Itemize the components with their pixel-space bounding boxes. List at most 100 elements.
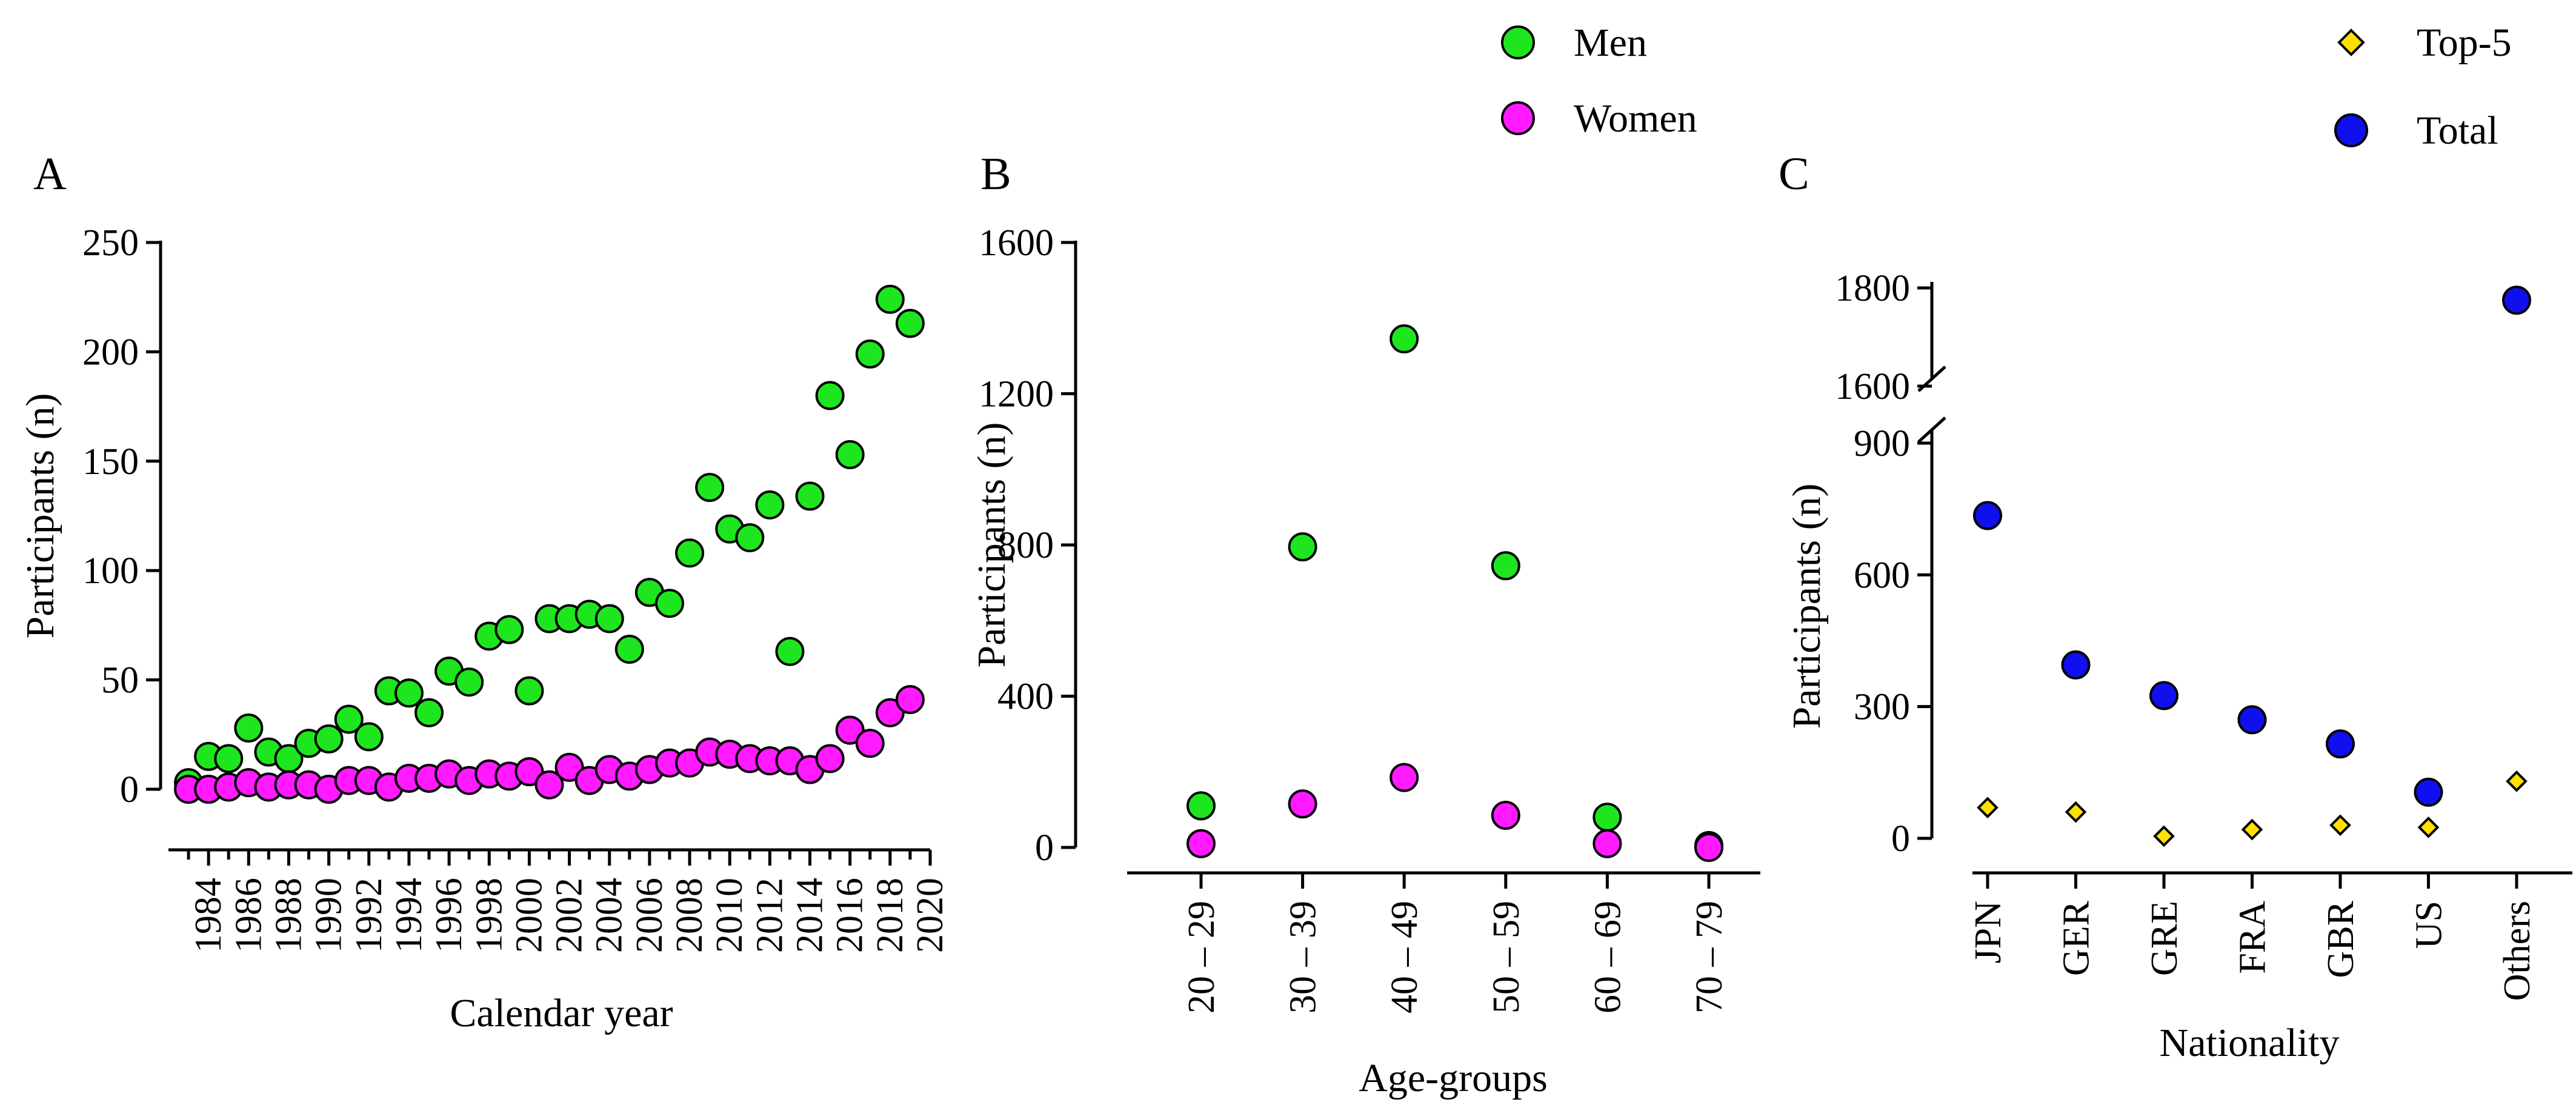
point-b-men-20-29 — [1186, 791, 1216, 821]
x-tick-label-40-49: 40 – 49 — [1384, 901, 1425, 1014]
point-c-total-others — [2502, 286, 2531, 315]
y-tick-label: 800 — [997, 525, 1054, 566]
panel-a: A 0 50 100 150 200 250 198419861988199019921994… — [18, 149, 951, 1035]
point-a-men — [354, 722, 384, 752]
x-tick-label: 2002 — [549, 878, 590, 953]
x-tick-label: 1984 — [188, 878, 229, 953]
x-tick-label-jpn: JPN — [1968, 901, 2009, 963]
y-tick-label-upper: 1800 — [1835, 268, 1910, 309]
x-tick-label-others: Others — [2497, 901, 2538, 1001]
x-tick-label-50-59: 50 – 59 — [1486, 901, 1527, 1014]
y-tick-label: 0 — [1035, 827, 1054, 869]
point-b-women-30-39 — [1288, 789, 1317, 819]
y-tick-label: 1200 — [979, 374, 1054, 415]
y-axis-title: Participants (n) — [970, 422, 1014, 667]
x-tick-label: 2020 — [910, 878, 951, 953]
point-c-top-5-gbr — [2329, 814, 2351, 837]
point-c-total-jpn — [1973, 501, 2002, 530]
x-tick-label: 1994 — [388, 878, 430, 953]
point-a-women — [875, 698, 905, 727]
point-a-men — [614, 635, 644, 664]
x-tick-label-us: US — [2409, 901, 2450, 949]
x-tick-label-ger: GER — [2056, 900, 2097, 976]
point-b-women-70-79 — [1694, 833, 1723, 862]
point-a-women — [534, 770, 564, 800]
point-a-women — [895, 685, 925, 715]
x-tick-label: 1998 — [468, 878, 510, 953]
legend-label-women: Women — [1574, 96, 1697, 141]
x-tick-label-70-79: 70 – 79 — [1689, 901, 1730, 1014]
point-a-women — [815, 744, 845, 773]
x-tick-label: 1988 — [268, 878, 309, 953]
point-a-women — [514, 757, 544, 787]
y-tick-label: 0 — [120, 769, 139, 810]
point-a-men — [875, 284, 905, 314]
legend-marker-top5 — [2337, 28, 2365, 56]
point-c-total-gbr — [2326, 729, 2355, 759]
point-b-women-40-49 — [1390, 763, 1419, 792]
y-tick-label-lower: 900 — [1854, 423, 1910, 464]
point-a-men — [695, 473, 725, 503]
point-a-women — [855, 729, 885, 758]
y-tick-label: 150 — [82, 441, 139, 483]
x-axis-title: Age-groups — [1359, 1056, 1548, 1100]
y-tick-label: 250 — [82, 222, 139, 264]
point-c-total-fra — [2237, 705, 2267, 735]
point-a-men — [895, 309, 925, 338]
x-tick-label-20-29: 20 – 29 — [1181, 901, 1222, 1014]
legend-label-top5: Top-5 — [2417, 21, 2512, 65]
point-a-men — [514, 676, 544, 706]
point-a-women — [554, 752, 584, 782]
point-c-top-5-jpn — [1977, 797, 1999, 819]
x-tick-label: 2008 — [669, 878, 710, 953]
panel-label-a: A — [33, 149, 67, 199]
point-c-top-5-fra — [2241, 818, 2263, 841]
point-a-men — [654, 589, 684, 618]
panel-b: B 0 400 800 1200 1600 20 – 29 30 – 39 40 – 49 50 … — [970, 149, 1760, 1100]
x-tick-label: 2014 — [790, 878, 831, 953]
x-tick-label-fra: FRA — [2232, 901, 2274, 974]
point-a-men — [735, 523, 765, 553]
x-tick-label: 2006 — [629, 878, 670, 953]
y-tick-label: 100 — [82, 550, 139, 592]
point-a-men — [755, 490, 785, 519]
point-a-men — [594, 604, 624, 633]
x-tick-label-gbr: GBR — [2320, 900, 2361, 978]
point-a-men — [414, 698, 444, 727]
point-c-total-gre — [2149, 681, 2178, 710]
y-axis-title: Participants (n) — [18, 393, 62, 638]
point-b-women-50-59 — [1491, 800, 1520, 830]
point-a-men — [454, 667, 484, 697]
point-a-men — [815, 381, 845, 410]
y-tick-label: 400 — [997, 676, 1054, 718]
y-tick-label-lower: 0 — [1891, 818, 1910, 860]
y-tick-label: 200 — [82, 332, 139, 373]
legend-label-men: Men — [1574, 21, 1647, 65]
x-tick-label: 2018 — [870, 878, 911, 953]
point-a-men — [835, 439, 865, 469]
y-tick-label-lower: 300 — [1854, 687, 1910, 728]
point-b-men-50-59 — [1491, 551, 1520, 581]
point-c-top-5-others — [2506, 770, 2528, 792]
x-tick-label-60-69: 60 – 69 — [1587, 901, 1628, 1014]
legend: Men Women Top-5 Total — [1501, 21, 2512, 153]
point-a-men — [234, 713, 264, 743]
point-a-men — [314, 724, 344, 754]
x-tick-label: 1986 — [228, 878, 269, 953]
x-axis-title: Calendar year — [450, 991, 673, 1035]
legend-marker-total — [2334, 113, 2368, 147]
legend-marker-men — [1501, 25, 1535, 59]
y-axis-title: Participants (n) — [1785, 483, 1829, 729]
y-tick-label: 1600 — [979, 222, 1054, 264]
point-a-men — [214, 744, 244, 773]
point-a-men — [394, 678, 424, 708]
y-tick-label-upper: 1600 — [1835, 366, 1910, 407]
x-tick-label: 2000 — [508, 878, 550, 953]
axis-break-mark-lower — [1917, 416, 1946, 443]
x-tick-label: 2004 — [589, 878, 630, 953]
panel-c: C 1600 1800 0 300 600 900 JPN GER GRE FRA GBR US Othe… — [1779, 149, 2572, 1065]
point-a-men — [855, 339, 885, 369]
x-tick-label: 2012 — [749, 878, 790, 953]
point-a-men — [675, 538, 705, 568]
point-a-men — [494, 615, 524, 644]
